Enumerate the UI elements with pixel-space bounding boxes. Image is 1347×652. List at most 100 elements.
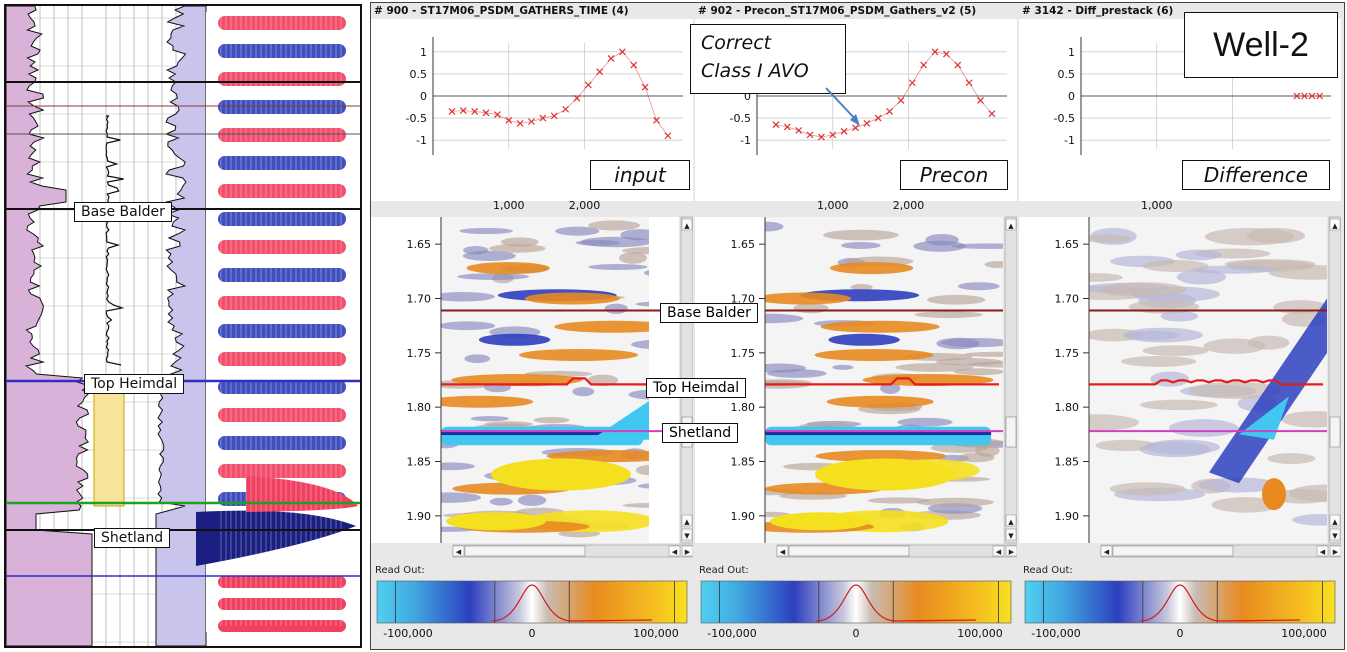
avo-point xyxy=(942,50,950,58)
avo-point xyxy=(516,119,524,127)
section-event xyxy=(793,303,829,314)
avo-point-stroke xyxy=(874,114,882,122)
section-event xyxy=(1168,419,1239,437)
synthetic-band xyxy=(218,128,346,142)
section-event xyxy=(1089,273,1123,282)
avo-point-stroke xyxy=(459,107,467,114)
section-event xyxy=(441,291,495,302)
section-event xyxy=(765,221,784,232)
time-tick-label: 1.70 xyxy=(731,293,756,306)
seismic-section xyxy=(441,217,679,543)
synthetic-band xyxy=(218,296,346,310)
horizon-top-heimdal xyxy=(1089,379,1323,386)
seismic-section xyxy=(1089,217,1327,543)
avo-point-stroke xyxy=(1308,92,1316,100)
time-tick-label: 1.85 xyxy=(731,456,756,469)
avo-y-tick: 0 xyxy=(420,90,427,103)
section-event xyxy=(814,349,934,362)
avo-point xyxy=(630,61,638,69)
avo-point xyxy=(908,79,916,87)
section-event xyxy=(533,416,570,424)
section-event xyxy=(459,227,513,235)
avo-point xyxy=(584,81,592,89)
avo-point xyxy=(897,96,905,104)
horizontal-scroll-thumb xyxy=(788,545,910,557)
synthetic-band xyxy=(218,240,346,254)
avo-arrow xyxy=(825,87,860,126)
avo-y-tick: 1 xyxy=(1068,46,1075,59)
bright-spot xyxy=(815,458,955,491)
time-tick-label: 1.80 xyxy=(407,401,432,414)
bright-spot xyxy=(770,512,870,531)
avo-point-stroke xyxy=(653,116,660,124)
colorbar-tick-label: -100,000 xyxy=(1031,627,1080,640)
section-event xyxy=(1144,439,1220,455)
avo-point xyxy=(493,111,501,118)
colorbar-histogram xyxy=(815,584,977,622)
scroll-arrow-icon: ▲ xyxy=(1332,222,1338,230)
section-event xyxy=(1247,335,1290,350)
scroll-arrow-icon: ▼ xyxy=(1332,532,1338,540)
synthetic-band xyxy=(218,380,346,394)
section-event xyxy=(546,450,678,463)
scroll-arrow-icon: ▶ xyxy=(1009,548,1015,556)
section-event xyxy=(897,417,953,427)
avo-point xyxy=(795,127,803,134)
section-event xyxy=(1160,310,1199,322)
scroll-button xyxy=(681,528,693,541)
scroll-button xyxy=(1005,545,1017,557)
section-event xyxy=(1089,328,1143,342)
avo-point-stroke xyxy=(829,131,837,139)
panel-difference-graphics: 1 0.5 0 -0.5 -1 1,000 1.65 1.70 1.75 1.80 1.85 1.90… xyxy=(1019,19,1341,640)
avo-point xyxy=(607,55,615,62)
scroll-button xyxy=(992,545,1005,557)
panel-difference: 1 0.5 0 -0.5 -1 1,000 1.65 1.70 1.75 1.80 1.85 1.90… xyxy=(1019,3,1341,649)
avo-point-stroke xyxy=(954,61,962,69)
synthetic-band xyxy=(218,436,346,450)
well-tag-base-balder: Base Balder xyxy=(74,202,172,222)
synthetic-band xyxy=(218,156,346,170)
time-tick-label: 1.85 xyxy=(407,456,432,469)
avo-point-stroke xyxy=(618,48,626,56)
section-event xyxy=(1139,399,1218,411)
avo-y-tick: 0.5 xyxy=(410,68,428,81)
section-event xyxy=(850,283,873,291)
synthetic-band xyxy=(218,620,346,632)
section-event xyxy=(926,294,986,305)
avo-point xyxy=(448,108,456,115)
avo-point-stroke xyxy=(539,114,547,122)
avo-point-stroke xyxy=(931,48,939,56)
synthetic-band xyxy=(218,212,346,226)
avo-point-stroke xyxy=(482,109,490,117)
avo-point xyxy=(562,105,570,113)
time-tick-label: 1.90 xyxy=(731,510,756,523)
time-tick-label: 1.65 xyxy=(731,238,756,251)
section-event xyxy=(1124,330,1180,341)
time-tick-label: 1.70 xyxy=(407,293,432,306)
avo-point xyxy=(863,119,871,127)
avo-y-tick: 0 xyxy=(1068,90,1075,103)
section-event xyxy=(914,311,983,319)
section-event xyxy=(1121,355,1197,367)
synthetic-band xyxy=(218,464,346,478)
section-event xyxy=(588,263,648,270)
shetland-reflection xyxy=(765,426,992,446)
avo-point xyxy=(817,133,825,141)
avo-x-tick: 2,000 xyxy=(893,199,925,212)
avo-point-stroke xyxy=(863,119,871,127)
scroll-button xyxy=(452,545,465,557)
avo-point-stroke xyxy=(562,105,570,113)
avo-y-tick: -1 xyxy=(740,134,751,147)
avo-point xyxy=(783,123,791,131)
section-event xyxy=(1267,453,1316,465)
section-event xyxy=(968,361,1003,368)
section-event xyxy=(1292,514,1327,526)
time-tick-label: 1.85 xyxy=(1055,456,1080,469)
avo-point-stroke xyxy=(550,112,558,120)
scroll-button xyxy=(681,218,693,231)
time-tick-label: 1.80 xyxy=(731,401,756,414)
panel-input: 1 0.5 0 -0.5 -1 1,000 2,000 1.65 1.70 1.75 1.80 1.8… xyxy=(371,3,693,649)
avo-y-tick: -1 xyxy=(416,134,427,147)
colorbar-histogram xyxy=(491,584,653,622)
gamma-ray-curve xyxy=(6,6,93,646)
